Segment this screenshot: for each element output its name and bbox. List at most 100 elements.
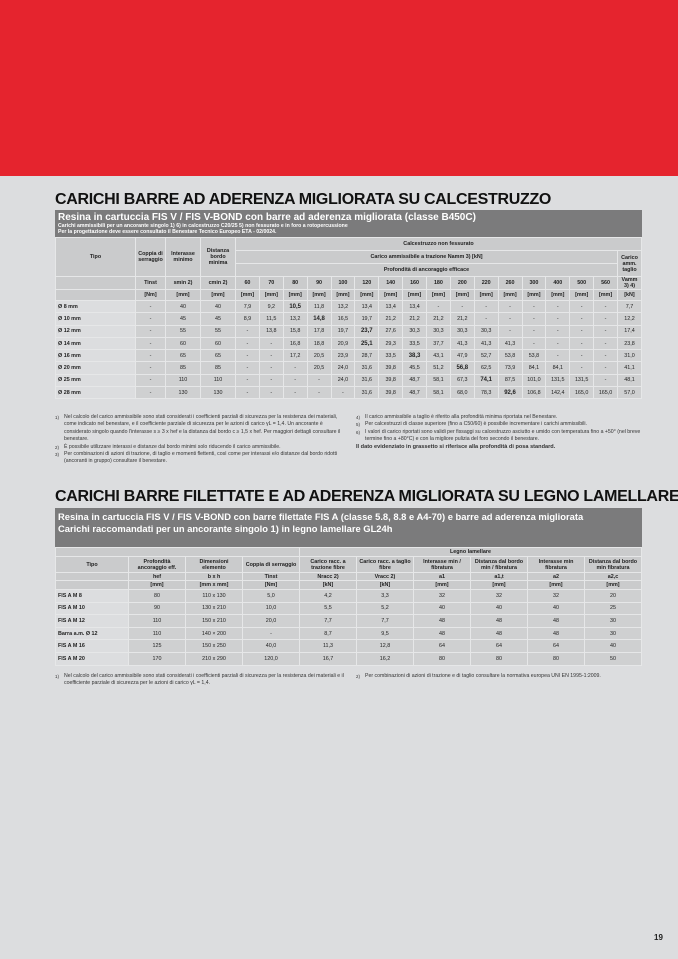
table-row: Ø 8 mm -40 40 7,9 9,2 10,5 11,8 13,2 13,4 13,4 13,… <box>55 299 642 314</box>
header-depth-value: 80 <box>282 276 308 290</box>
header-unit: [kN] <box>299 580 357 590</box>
header-unit: [mm] <box>165 289 201 301</box>
cell-tension: 21,2 <box>378 312 404 326</box>
cell-tension: - <box>521 336 547 351</box>
cell-interasse: 60 <box>165 336 201 351</box>
cell-tension: 13,8 <box>258 324 284 338</box>
cell-tension: 30,3 <box>402 324 427 338</box>
header-depth: Profondità di ancoraggio efficace <box>235 263 618 277</box>
cell-tension: - <box>235 336 260 351</box>
cell-tension: 17,2 <box>282 349 308 363</box>
cell-tension: 16,8 <box>282 336 308 351</box>
footnote: 5) Per calcestruzzi di classe superiore (… <box>356 421 646 428</box>
cell-tension: 19,7 <box>330 324 356 338</box>
cell-value: 210 x 290 <box>185 651 243 666</box>
section-title-concrete: CARICHI BARRE AD ADERENZA MIGLIORATA SU … <box>55 191 552 208</box>
footnote-number: 6) <box>356 429 361 435</box>
table-row: Tipo Coppia di serraggio Interasse minimo D… <box>55 237 642 277</box>
header-unit: [mm] <box>200 289 236 301</box>
cell-tension: - <box>330 386 356 400</box>
cell-value: 32 <box>413 589 471 603</box>
cell-tension: - <box>521 299 547 314</box>
header-depth-value: 560 <box>593 276 618 290</box>
footnote-text: Nel calcolo del carico ammissibile sono … <box>64 414 341 443</box>
header-depth-value: 500 <box>569 276 595 290</box>
cell-tension: 84,1 <box>545 361 571 375</box>
header-interasse: Interasse minimo <box>165 237 201 277</box>
cell-tension: - <box>545 324 571 338</box>
table-row: Barra a.m. Ø 12 110 140 × 200-8,7 9,5 48 48 48… <box>55 626 642 641</box>
cell-tension: 11,8 <box>306 299 332 314</box>
header-tension: Carico ammissibile a trazione Namm 3) [k… <box>235 250 618 264</box>
cell-tension: - <box>593 361 618 375</box>
cell-coppia: - <box>135 373 166 388</box>
cell-tension: 53,8 <box>521 349 547 363</box>
cell-distanza: 85 <box>200 361 236 375</box>
cell-tension: 19,7 <box>354 312 380 326</box>
table-row: Ø 20 mm -85 85- - -20,5 24,0 31,6 39,8 45,5 51,2 5… <box>55 361 642 375</box>
cell-value: 150 x 250 <box>185 639 243 653</box>
header-group: Legno lamellare <box>299 547 642 557</box>
header-unit: [mm] <box>378 289 404 301</box>
cell-tension: 30,3 <box>449 324 475 338</box>
cell-value: 40 <box>470 601 528 616</box>
cell-distanza: 40 <box>200 299 236 314</box>
cell-value: 5,2 <box>356 601 414 616</box>
cell-tension: 31,6 <box>354 386 380 400</box>
cell-tension: 58,1 <box>426 386 451 400</box>
cell-interasse: 55 <box>165 324 201 338</box>
header-unit: [mm] <box>569 289 595 301</box>
row-type: Ø 10 mm <box>55 312 136 326</box>
cell-value: 40 <box>527 601 585 616</box>
header-symbol: a2,c <box>584 572 642 581</box>
cell-value: 9,5 <box>356 626 414 641</box>
footnote: 3) Per combinazioni di azioni di trazione… <box>55 451 345 466</box>
cell-tension: 87,5 <box>497 373 523 388</box>
cell-tension: 37,7 <box>426 336 451 351</box>
header-unit: [mm] <box>473 289 499 301</box>
footnote-text: È possibile utilizzare interassi e dista… <box>64 443 281 450</box>
header-label: Coppia di serraggio <box>242 556 300 573</box>
cell-value: 5,5 <box>299 601 357 616</box>
cell-interasse: 130 <box>165 386 201 400</box>
cell-value: 80 <box>413 651 471 666</box>
cell-tension: 33,5 <box>378 349 404 363</box>
footnote-text: Per combinazioni di azioni di trazione e… <box>365 673 601 679</box>
cell-tension: - <box>473 299 499 314</box>
cell-tension: - <box>545 299 571 314</box>
cell-tension-standard: 14,8 <box>306 312 332 326</box>
cell-tension: - <box>235 373 260 388</box>
cell-tension: - <box>282 373 308 388</box>
cell-value: 80 <box>470 651 528 666</box>
header-depth-value: 400 <box>545 276 571 290</box>
footnote-text: Per combinazioni di azioni di trazione, … <box>64 451 338 465</box>
cell-tension: 21,2 <box>402 312 427 326</box>
footnote: 6) I valori di carico riportati sono vali… <box>356 429 646 444</box>
cell-tension: 131,5 <box>569 373 595 388</box>
cell-tension: - <box>569 336 595 351</box>
cell-tension: 29,3 <box>378 336 404 351</box>
header-depth-value: 180 <box>426 276 451 290</box>
header-tipo: Tipo <box>55 237 136 277</box>
header-group: Calcestruzzo non fessurato <box>235 237 642 251</box>
cell-value: 30 <box>584 614 642 628</box>
header-depth-value: 260 <box>497 276 523 290</box>
cell-tension: 58,1 <box>426 373 451 388</box>
header-symbol: a2 <box>527 572 585 581</box>
cell-tension: 68,0 <box>449 386 475 400</box>
header-symbol <box>55 276 136 290</box>
cell-tension: - <box>306 386 332 400</box>
table-row: hef b x h Tinst Nracc 2) Vracc 2) a1 a1,t a2 a2,… <box>55 572 642 581</box>
cell-tension: - <box>545 312 571 326</box>
cell-tension: - <box>258 336 284 351</box>
banner-subtitle: Carichi ammissibili per un ancorante sin… <box>58 223 348 229</box>
cell-tension: - <box>521 312 547 326</box>
cell-value: 7,7 <box>356 614 414 628</box>
cell-value: 80 <box>128 589 186 603</box>
table-row: Ø 28 mm -130 130- - - - -31,6 39,8 48,7 58,1 68,0 7… <box>55 386 642 400</box>
section-title-timber: CARICHI BARRE FILETTATE E AD ADERENZA MI… <box>55 488 678 505</box>
cell-tension: 27,6 <box>378 324 404 338</box>
cell-value: 8,7 <box>299 626 357 641</box>
cell-shear: 17,4 <box>617 324 642 338</box>
table-row: FIS A M 8 80 110 x 130 5,0 4,2 3,3 32 32 32 20 <box>55 589 642 603</box>
